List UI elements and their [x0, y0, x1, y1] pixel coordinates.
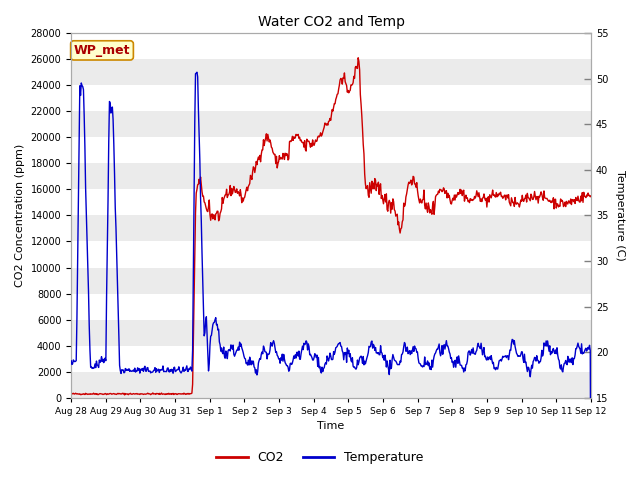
Y-axis label: Temperature (C): Temperature (C) [615, 170, 625, 261]
Legend: CO2, Temperature: CO2, Temperature [211, 446, 429, 469]
Bar [71, 111, 591, 137]
Bar [71, 267, 591, 294]
Bar [71, 372, 591, 398]
X-axis label: Time: Time [317, 421, 345, 432]
Title: Water CO2 and Temp: Water CO2 and Temp [257, 15, 404, 29]
Bar [71, 163, 591, 189]
Bar [71, 320, 591, 346]
Bar [71, 216, 591, 241]
Bar [71, 59, 591, 85]
Y-axis label: CO2 Concentration (ppm): CO2 Concentration (ppm) [15, 144, 25, 287]
Text: WP_met: WP_met [74, 44, 131, 57]
